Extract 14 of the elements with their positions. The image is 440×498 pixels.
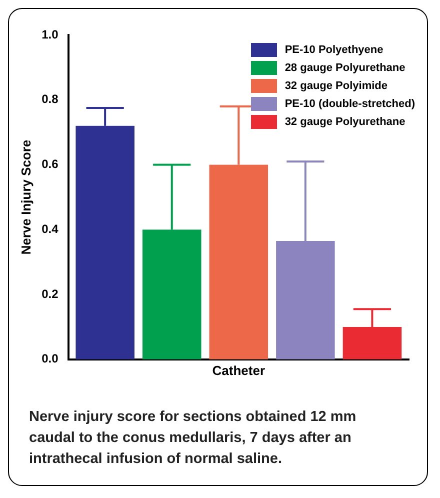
legend-label: 32 gauge Polyurethane	[284, 116, 406, 128]
y-tick-label: 0.2	[42, 286, 59, 301]
legend-label: PE-10 Polyethyene	[284, 44, 384, 56]
y-tick-label: 0.8	[42, 92, 59, 106]
y-tick-label: 0.4	[42, 222, 59, 236]
y-axis-title: Nerve Injury Score	[18, 140, 34, 255]
y-tick-label: 1.0	[42, 27, 59, 42]
x-axis-title: Catheter	[212, 362, 266, 378]
y-tick-label: 0.0	[42, 352, 59, 366]
legend-label: PE-10 (double-stretched)	[284, 98, 415, 110]
legend-label: 32 gauge Polyimide	[284, 80, 388, 92]
legend-label: 28 gauge Polyurethane	[284, 62, 406, 74]
text: Nerve injury score for sections obtained 12 mm caudal to the conus medullaris, 7 days after an intrathecal infusion of normal saline.	[29, 408, 358, 469]
y-tick-label: 0.6	[42, 157, 59, 172]
